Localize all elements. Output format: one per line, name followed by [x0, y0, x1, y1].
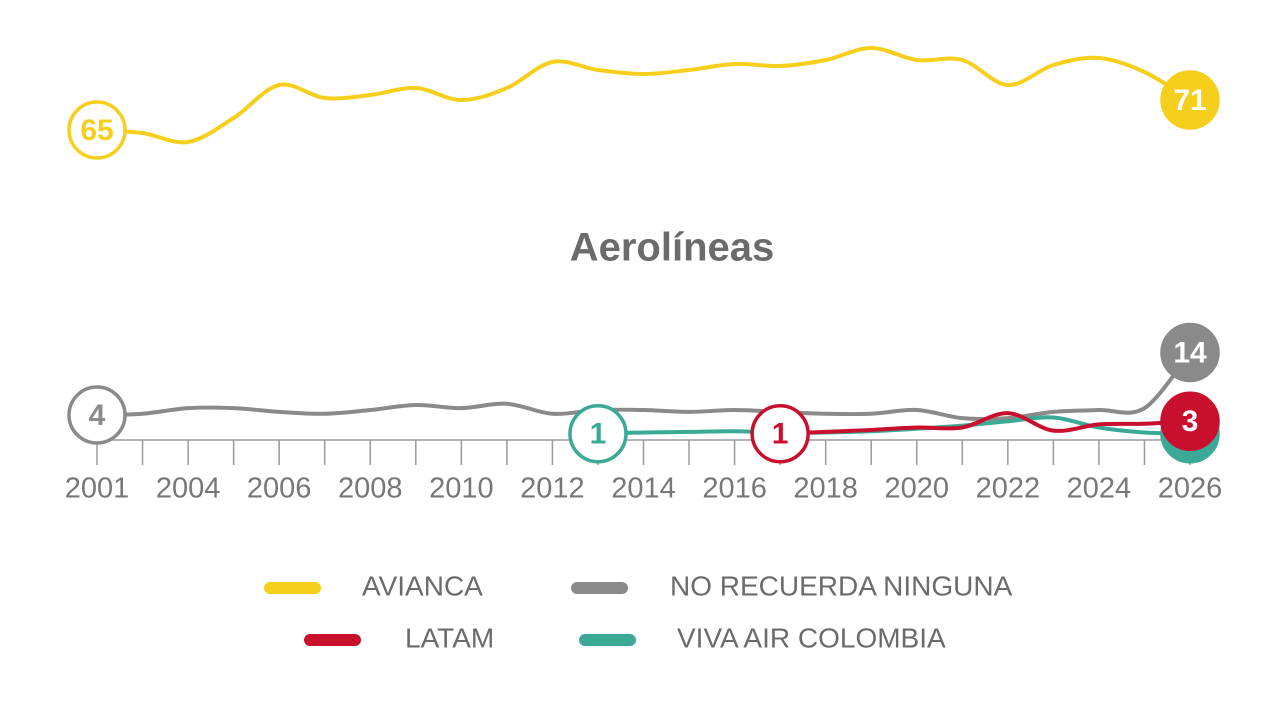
start-marker: [568, 404, 628, 464]
value-label: 3: [1182, 405, 1199, 438]
x-tick-label: 2008: [338, 473, 403, 505]
x-tick-label: 2012: [520, 473, 585, 505]
value-label: 1: [772, 418, 789, 451]
end-marker: [1160, 70, 1220, 130]
legend-label: LATAM: [405, 622, 494, 653]
value-label: 71: [1173, 84, 1206, 117]
series-line: [95, 45, 1192, 145]
value-label: 4: [89, 399, 106, 432]
value-label: 65: [80, 114, 113, 147]
x-tick-label: 2014: [611, 473, 676, 505]
value-label: 14: [1173, 336, 1207, 369]
value-label: 1: [590, 418, 607, 451]
x-tick-label: 2004: [156, 473, 221, 505]
x-tick-label: 2016: [702, 473, 767, 505]
start-marker: [750, 404, 810, 464]
x-tick-label: 2022: [976, 473, 1041, 505]
x-tick-label: 2006: [247, 473, 312, 505]
series-line: [778, 411, 1192, 436]
end-marker: [1160, 322, 1220, 383]
x-tick-label: 2026: [1158, 473, 1223, 505]
series-line: [95, 350, 1192, 422]
chart-title: Aerolíneas: [570, 226, 775, 270]
legend-label: VIVA AIR COLOMBIA: [677, 622, 946, 653]
x-tick-label: 2018: [793, 473, 858, 505]
end-marker: [1160, 391, 1220, 451]
x-tick-label: 2001: [65, 473, 130, 505]
x-tick-label: 2010: [429, 473, 494, 505]
start-marker: [67, 385, 127, 445]
legend-label: NO RECUERDA NINGUNA: [670, 570, 1013, 601]
start-marker: [67, 100, 127, 160]
x-tick-label: 2024: [1067, 473, 1132, 505]
legend-label: AVIANCA: [362, 570, 483, 601]
x-tick-label: 2020: [884, 473, 949, 505]
